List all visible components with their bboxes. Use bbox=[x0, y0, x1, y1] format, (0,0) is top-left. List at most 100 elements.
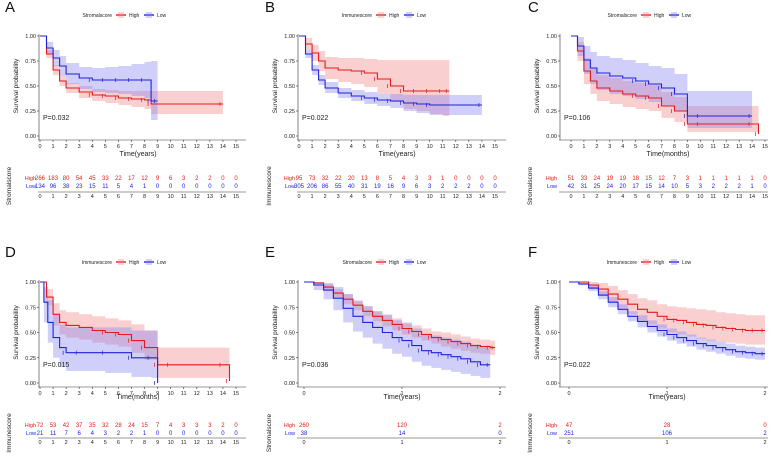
risk-count-high: 0 bbox=[221, 176, 225, 182]
x-tick-label: 13 bbox=[207, 144, 213, 150]
panel-letter: C bbox=[528, 0, 539, 16]
risk-count-low: 2 bbox=[737, 184, 741, 190]
risk-count-low: 86 bbox=[322, 184, 329, 190]
risk-count-high: 32 bbox=[322, 176, 329, 182]
km-panel-D: D Immunescore High Low 0.00 0.25 0.50 0.75 1.00 0… bbox=[5, 244, 246, 453]
x-axis-label: Time(months) bbox=[647, 151, 690, 158]
risk-count-low: 21 bbox=[37, 431, 44, 437]
risk-count-low: 2 bbox=[763, 431, 767, 437]
y-tick-label: 0.25 bbox=[284, 109, 295, 115]
risk-x-tick-label: 10 bbox=[427, 194, 433, 200]
risk-count-low: 134 bbox=[35, 184, 46, 190]
x-axis-label: Time(years) bbox=[378, 151, 415, 158]
risk-count-low: 20 bbox=[619, 184, 626, 190]
risk-count-high: 0 bbox=[763, 176, 767, 182]
risk-count-high: 2 bbox=[208, 176, 212, 182]
risk-count-low: 2 bbox=[441, 184, 445, 190]
risk-x-tick-label: 1 bbox=[52, 194, 55, 200]
risk-count-low: 0 bbox=[156, 184, 160, 190]
risk-count-high: 0 bbox=[234, 176, 238, 182]
x-tick-label: 1 bbox=[52, 144, 55, 150]
y-tick-label: 0.25 bbox=[546, 109, 557, 115]
risk-x-tick-label: 12 bbox=[723, 194, 729, 200]
risk-count-low: 24 bbox=[606, 184, 613, 190]
risk-x-tick-label: 8 bbox=[143, 440, 146, 446]
legend-high-band bbox=[378, 259, 384, 265]
x-tick-label: 5 bbox=[104, 144, 107, 150]
ci-band-high bbox=[304, 282, 496, 355]
y-tick-label: 0.75 bbox=[284, 305, 295, 311]
y-tick-label: 0.50 bbox=[25, 84, 36, 90]
risk-row-label-low: Low bbox=[547, 184, 557, 190]
km-panel-B: B Immunescore High Low 0.00 0.25 0.50 0.75 1.00 0… bbox=[265, 0, 506, 206]
risk-count-low: 4 bbox=[91, 431, 95, 437]
x-axis-label: Time(years) bbox=[119, 151, 156, 158]
risk-count-low: 42 bbox=[568, 184, 575, 190]
risk-count-low: 3 bbox=[428, 184, 432, 190]
legend-high-label: High bbox=[389, 13, 400, 19]
y-tick-label: 0.75 bbox=[25, 59, 36, 65]
survival-curve-high bbox=[569, 281, 765, 332]
risk-x-tick-label: 4 bbox=[350, 194, 353, 200]
risk-count-low: 206 bbox=[307, 184, 318, 190]
risk-x-tick-label: 0 bbox=[302, 440, 305, 446]
survival-curve-high bbox=[304, 281, 496, 349]
survival-curve-high bbox=[571, 35, 760, 134]
x-tick-label: 5 bbox=[363, 144, 366, 150]
risk-count-low: 9 bbox=[402, 184, 406, 190]
legend-low-band bbox=[146, 259, 152, 265]
risk-x-tick-label: 15 bbox=[492, 194, 498, 200]
risk-count-high: 24 bbox=[594, 176, 601, 182]
risk-x-tick-label: 13 bbox=[207, 194, 213, 200]
legend-high-band bbox=[118, 12, 124, 18]
survival-curve-low bbox=[571, 35, 753, 117]
y-tick-label: 1.00 bbox=[284, 34, 295, 40]
risk-count-high: 2 bbox=[195, 176, 199, 182]
risk-count-high: 0 bbox=[454, 176, 458, 182]
risk-x-tick-label: 3 bbox=[608, 194, 611, 200]
risk-count-high: 183 bbox=[48, 176, 59, 182]
risk-count-high: 1 bbox=[750, 176, 754, 182]
risk-x-tick-label: 3 bbox=[78, 440, 81, 446]
risk-count-low: 3 bbox=[699, 184, 703, 190]
risk-count-high: 12 bbox=[658, 176, 665, 182]
risk-count-low: 0 bbox=[208, 184, 212, 190]
y-tick-label: 0.00 bbox=[546, 381, 557, 387]
risk-x-tick-label: 6 bbox=[647, 194, 650, 200]
risk-count-high: 3 bbox=[195, 423, 199, 429]
risk-table-label: Immunescore bbox=[266, 166, 273, 206]
risk-count-high: 37 bbox=[76, 423, 83, 429]
km-panel-C: C Stromalscore High Low 0.00 0.25 0.50 0.75 1.00… bbox=[527, 0, 768, 205]
legend-low-label: Low bbox=[157, 13, 167, 19]
risk-table-label: Stromalscore bbox=[6, 166, 13, 205]
risk-row-label-high: High bbox=[546, 176, 557, 182]
x-tick-label: 1 bbox=[665, 391, 668, 397]
risk-count-high: 54 bbox=[76, 176, 83, 182]
risk-count-high: 1 bbox=[725, 176, 729, 182]
risk-count-high: 28 bbox=[664, 423, 671, 429]
legend-high-label: High bbox=[129, 260, 140, 266]
ci-band-high bbox=[571, 36, 759, 136]
legend-title: Immunescore bbox=[607, 260, 638, 266]
risk-count-low: 23 bbox=[76, 184, 83, 190]
risk-x-tick-label: 9 bbox=[156, 440, 159, 446]
x-tick-label: 6 bbox=[117, 391, 120, 397]
risk-row-label-high: High bbox=[25, 423, 36, 429]
risk-count-low: 0 bbox=[195, 184, 199, 190]
risk-row-label-low: Low bbox=[26, 184, 36, 190]
risk-count-high: 8 bbox=[376, 176, 380, 182]
survival-curve-high bbox=[40, 35, 223, 105]
p-value: P=0.036 bbox=[302, 362, 328, 369]
risk-count-low: 0 bbox=[498, 431, 502, 437]
panel-letter: A bbox=[5, 0, 15, 16]
risk-x-tick-label: 0 bbox=[38, 440, 41, 446]
x-tick-label: 4 bbox=[91, 144, 94, 150]
x-tick-label: 9 bbox=[686, 144, 689, 150]
x-tick-label: 4 bbox=[621, 144, 624, 150]
risk-count-high: 32 bbox=[102, 423, 109, 429]
y-tick-label: 0.75 bbox=[546, 305, 557, 311]
risk-count-low: 7 bbox=[64, 431, 68, 437]
risk-x-tick-label: 11 bbox=[181, 194, 187, 200]
risk-count-high: 0 bbox=[480, 176, 484, 182]
risk-count-high: 2 bbox=[498, 423, 502, 429]
